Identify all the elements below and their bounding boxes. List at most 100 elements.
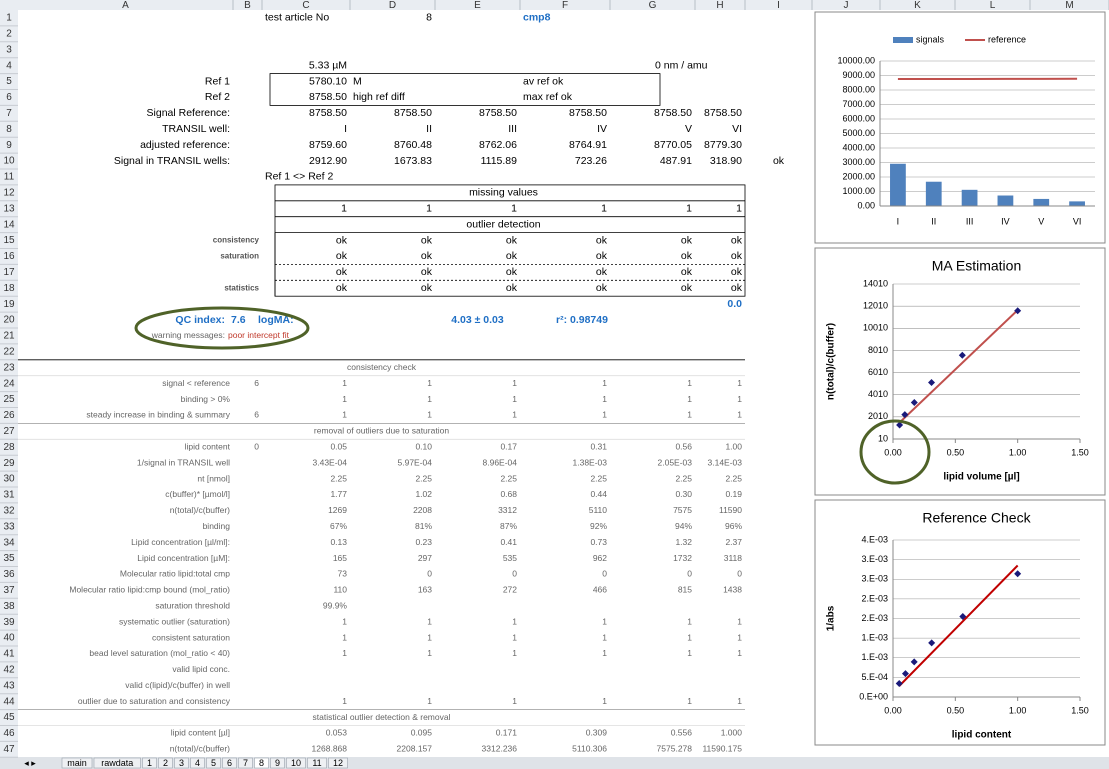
cell: 1 xyxy=(687,648,692,658)
y-tick-label: 3000.00 xyxy=(842,157,875,167)
row-number: 1 xyxy=(6,13,12,24)
sheet-tab[interactable] xyxy=(190,757,205,769)
y-tick-label: 2000.00 xyxy=(842,171,875,181)
sheet-tab-label[interactable]: 7 xyxy=(243,758,248,768)
row-number: 41 xyxy=(3,649,15,660)
cell: 8758.50 xyxy=(309,107,347,119)
cell: ok xyxy=(731,266,743,278)
sheet-tab[interactable] xyxy=(222,757,237,769)
cell: Molecular ratio lipid:total cmp xyxy=(120,569,230,579)
chart-title: MA Estimation xyxy=(932,258,1021,274)
cell: Lipid concentration [µM]: xyxy=(137,553,230,563)
x-tick-label: V xyxy=(1038,216,1044,226)
cell: 1 xyxy=(602,696,607,706)
cell: ok xyxy=(506,266,518,278)
cell: Ref 1 <> Ref 2 xyxy=(265,171,333,183)
sheet-tab-label[interactable]: 11 xyxy=(312,758,321,768)
cell: 487.91 xyxy=(660,155,692,167)
cell: 4.03 ± 0.03 xyxy=(451,314,504,326)
row-number: 20 xyxy=(3,315,15,326)
cell: binding > 0% xyxy=(181,394,231,404)
cell: 3312.236 xyxy=(482,744,518,754)
cell: 1 xyxy=(687,394,692,404)
sheet-tab-label[interactable]: 8 xyxy=(259,758,264,768)
tab-nav[interactable]: ◂ ▸ xyxy=(24,758,36,768)
sheet-tab-label[interactable]: 10 xyxy=(291,758,301,768)
cell: 1 xyxy=(427,648,432,658)
cell: 8759.60 xyxy=(309,139,347,151)
sheet-tab-label[interactable]: 9 xyxy=(275,758,280,768)
cell: 2208 xyxy=(413,505,432,515)
row-number: 16 xyxy=(3,251,15,262)
cell: 7575 xyxy=(673,505,692,515)
y-axis-label: 1/abs xyxy=(826,605,837,631)
cell: statistics xyxy=(224,283,259,292)
column-header: I xyxy=(777,0,780,11)
sheet-tab-label[interactable]: 3 xyxy=(179,758,184,768)
sheet-tab[interactable] xyxy=(206,757,221,769)
sheet-tab[interactable] xyxy=(286,757,306,769)
cell: 8760.48 xyxy=(394,139,432,151)
x-tick-label: 0.00 xyxy=(884,705,902,715)
cell: 1732 xyxy=(673,553,692,563)
cell: 1 xyxy=(602,648,607,658)
cell: 163 xyxy=(418,585,432,595)
row-number: 4 xyxy=(6,60,12,71)
cell: adjusted reference: xyxy=(140,139,230,151)
cell: 1/signal in TRANSIL well xyxy=(137,457,230,467)
cell: 2.25 xyxy=(725,473,742,483)
x-tick-label: 0.00 xyxy=(884,447,902,457)
cell: ok xyxy=(506,250,518,262)
sheet-tab[interactable] xyxy=(307,757,327,769)
cell: outlier due to saturation and consistenc… xyxy=(78,696,231,706)
cell: saturation threshold xyxy=(155,601,230,611)
cell: 1 xyxy=(687,696,692,706)
cell: binding xyxy=(203,521,231,531)
cell: M xyxy=(353,75,362,87)
sheet-tab[interactable] xyxy=(142,757,157,769)
cell: 0 xyxy=(254,442,259,452)
cell: 272 xyxy=(503,585,517,595)
column-header: G xyxy=(649,0,657,11)
sheet-tab-label[interactable]: main xyxy=(67,758,87,768)
cell: 1 xyxy=(512,648,517,658)
sheet-tab[interactable] xyxy=(328,757,348,769)
cell: III xyxy=(508,123,517,135)
sheet-tab[interactable] xyxy=(238,757,253,769)
column-header: A xyxy=(122,0,129,11)
cell: 8770.05 xyxy=(654,139,692,151)
cell: 6 xyxy=(254,378,259,388)
y-tick-label: 1.E-03 xyxy=(861,633,888,643)
cell: 1 xyxy=(342,394,347,404)
cell: ok xyxy=(596,250,608,262)
sheet-tab[interactable] xyxy=(270,757,285,769)
cell: 1 xyxy=(737,394,742,404)
sheet-tab[interactable] xyxy=(174,757,189,769)
sheet-tab[interactable] xyxy=(254,757,269,769)
y-tick-label: 8010 xyxy=(868,345,888,355)
column-header: F xyxy=(562,0,568,11)
cell: 1 xyxy=(426,203,432,215)
row-number: 12 xyxy=(3,187,15,198)
cell: 2.37 xyxy=(725,537,742,547)
sheet-tab-label[interactable]: 1 xyxy=(147,758,152,768)
cell: Molecular ratio lipid:cmp bound (mol_rat… xyxy=(69,585,230,595)
y-tick-label: 4000.00 xyxy=(842,142,875,152)
sheet-tab-label[interactable]: 5 xyxy=(211,758,216,768)
sheet-tab[interactable] xyxy=(158,757,173,769)
cell: ok xyxy=(336,266,348,278)
sheet-tab-label[interactable]: 2 xyxy=(163,758,168,768)
bar xyxy=(890,163,906,206)
x-tick-label: 1.00 xyxy=(1009,447,1027,457)
x-tick-label: 0.50 xyxy=(947,447,965,457)
point xyxy=(901,670,909,678)
sheet-tab-label[interactable]: 12 xyxy=(333,758,343,768)
sheet-tab-label[interactable]: 6 xyxy=(227,758,232,768)
sheet-tab-label[interactable]: rawdata xyxy=(101,758,133,768)
sheet-tab[interactable] xyxy=(61,757,93,769)
sheet-tab-label[interactable]: 4 xyxy=(195,758,200,768)
sheet-tab[interactable] xyxy=(93,757,141,769)
cell: 2.25 xyxy=(675,473,692,483)
cell: 0.053 xyxy=(326,728,348,738)
cell: 8758.50 xyxy=(309,91,347,103)
